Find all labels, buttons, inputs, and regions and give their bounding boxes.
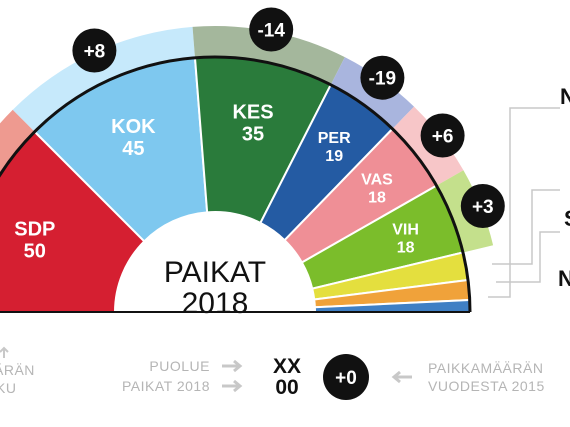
legend-seats-arrow-icon <box>222 379 243 393</box>
change-badge-text-vih: +3 <box>472 197 494 218</box>
leader-line-2 <box>492 189 560 265</box>
legend-party-label: PUOLUE <box>149 358 210 374</box>
segment-seats-vas: 18 <box>368 189 386 206</box>
segment-seats-kes: 35 <box>242 124 264 146</box>
segment-name-vas: VAS <box>361 171 393 188</box>
legend-badge-text: +0 <box>335 368 357 389</box>
segment-seats-kok: 45 <box>122 138 144 160</box>
leader-line-1 <box>488 107 560 298</box>
change-badge-text-per: -19 <box>369 69 396 90</box>
side-label-3: N <box>558 266 570 291</box>
segment-seats-per: 19 <box>325 148 343 165</box>
legend-party-value: XX <box>273 355 301 378</box>
change-band-kes <box>192 25 345 85</box>
side-label-1: N <box>560 84 570 109</box>
segment-name-kes: KES <box>232 102 273 124</box>
legend-right-line2: VUODESTA 2015 <box>428 378 545 394</box>
change-badge-layer: +8 -14 -19 +6 +3 <box>72 7 505 228</box>
change-badge-vih <box>460 184 505 228</box>
change-badge-kok <box>72 28 117 73</box>
change-badge-vas <box>420 113 465 158</box>
center-title: PAIKAT <box>164 256 266 289</box>
change-badge-text-kes: -14 <box>257 21 285 42</box>
change-badge-per <box>360 55 405 100</box>
change-badge-text-kok: +8 <box>84 42 106 63</box>
legend-left-arrow-icon <box>0 346 9 358</box>
leader-line-3 <box>496 231 560 283</box>
legend-party-arrow-icon <box>222 359 243 373</box>
change-badge-kes <box>249 7 294 52</box>
arc-outline-layer <box>0 55 472 313</box>
segment-name-per: PER <box>318 130 351 147</box>
segment-name-kok: KOK <box>111 116 156 138</box>
change-band-kok <box>12 26 195 132</box>
legend-right-arrow-icon <box>391 370 412 384</box>
legend-left-line2: KU <box>0 380 16 396</box>
legend-left-line1: ÄRÄN <box>0 362 35 378</box>
outer-arc-outline <box>0 55 472 313</box>
baseline <box>0 311 470 313</box>
segment-name-sdp: SDP <box>14 218 55 240</box>
legend-right-line1: PAIKKAMÄÄRÄN <box>428 360 543 376</box>
segment-name-vih: VIH <box>392 222 419 239</box>
legend-badge <box>323 354 369 400</box>
segment-seats-vih: 18 <box>397 240 415 257</box>
side-label-2: S <box>564 206 570 231</box>
change-badge-text-vas: +6 <box>432 127 454 148</box>
legend-seats-value: 00 <box>275 376 298 399</box>
legend-seats-label: PAIKAT 2018 <box>122 378 210 394</box>
change-band-sdp <box>0 109 35 176</box>
segment-seats-sdp: 50 <box>24 240 46 262</box>
center-year: 2018 <box>182 287 249 320</box>
